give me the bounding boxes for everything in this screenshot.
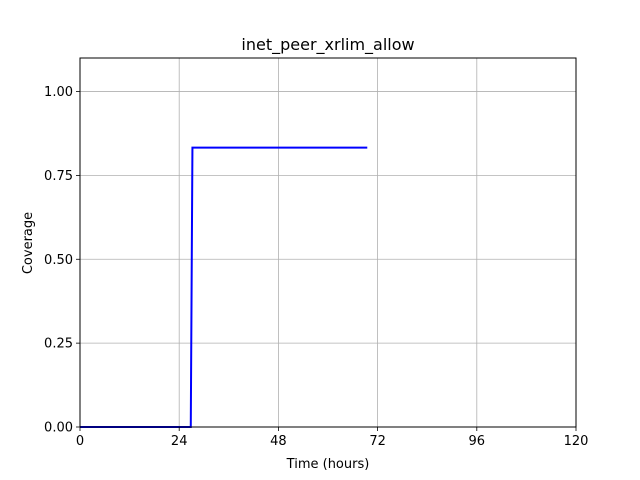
x-ticks: 0 24 48 72 96 120 xyxy=(76,427,589,449)
x-tick-label: 0 xyxy=(76,434,84,449)
y-tick-label: 1.00 xyxy=(44,85,73,100)
x-tick-label: 96 xyxy=(469,434,486,449)
x-tick-label: 24 xyxy=(171,434,188,449)
x-tick-label: 72 xyxy=(369,434,386,449)
y-ticks: 0.00 0.25 0.50 0.75 1.00 xyxy=(44,85,80,436)
x-tick-label: 120 xyxy=(564,434,589,449)
y-tick-label: 0.25 xyxy=(44,337,73,352)
y-tick-label: 0.75 xyxy=(44,169,73,184)
x-tick-label: 48 xyxy=(270,434,287,449)
y-tick-label: 0.00 xyxy=(44,421,73,436)
y-tick-label: 0.50 xyxy=(44,253,73,268)
y-axis-label: Coverage xyxy=(21,212,36,274)
plot-frame xyxy=(79,57,577,428)
chart-title: inet_peer_xrlim_allow xyxy=(241,35,414,55)
x-axis-label: Time (hours) xyxy=(286,457,370,472)
